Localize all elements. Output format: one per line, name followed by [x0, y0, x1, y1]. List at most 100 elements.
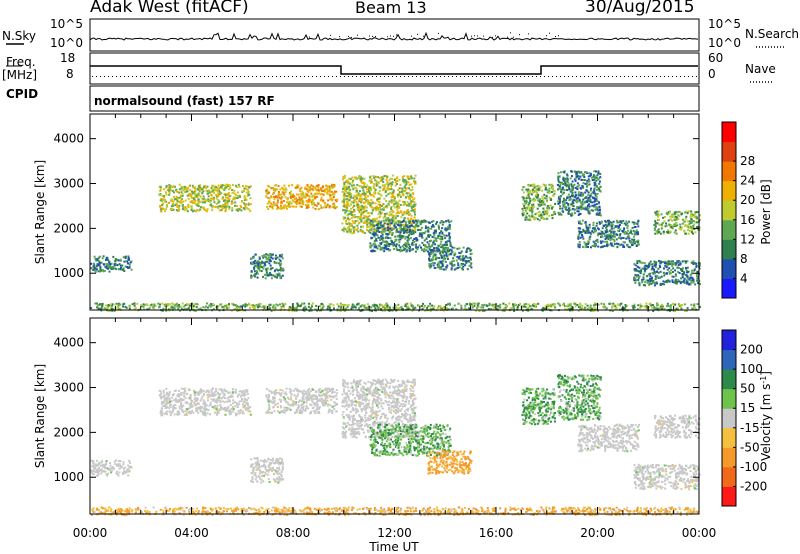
- power-cell: [607, 233, 610, 236]
- power-cell: [356, 203, 359, 206]
- nave-dot: [152, 76, 153, 77]
- power-cell: [399, 220, 402, 223]
- power-cell: [585, 225, 588, 228]
- power-cell: [283, 193, 286, 196]
- power-cell: [328, 188, 331, 191]
- power-cell: [562, 171, 565, 173]
- power-cell: [317, 184, 320, 187]
- power-cell: [674, 231, 677, 234]
- power-cell: [267, 259, 270, 262]
- power-cell: [404, 180, 407, 183]
- power-cell: [280, 269, 283, 272]
- power-cell: [385, 247, 388, 250]
- nave-dot: [532, 76, 533, 77]
- power-cell: [594, 307, 597, 310]
- power-cell: [287, 203, 290, 206]
- power-cell: [622, 237, 625, 239]
- power-cell: [678, 215, 681, 218]
- power-cell: [586, 184, 589, 187]
- power-cell: [639, 303, 642, 306]
- power-cell: [388, 232, 391, 235]
- power-cell: [521, 188, 524, 191]
- nave-dot: [476, 76, 477, 77]
- power-cell: [343, 226, 346, 229]
- power-cell: [668, 267, 671, 270]
- power-cell: [667, 260, 670, 263]
- power-cell: [417, 225, 420, 227]
- power-cell: [674, 275, 677, 278]
- power-cell: [414, 231, 417, 234]
- nsearch-dot: [351, 36, 352, 38]
- power-cell: [416, 248, 419, 251]
- power-cell: [692, 278, 695, 281]
- power-cell: [391, 183, 394, 186]
- power-cell: [597, 303, 600, 306]
- power-cell: [313, 201, 316, 204]
- power-cell: [580, 208, 583, 211]
- station-title: Adak West (fitACF): [90, 0, 249, 17]
- power-cell: [393, 197, 396, 200]
- power-cell: [646, 266, 649, 269]
- power-cell: [584, 201, 587, 204]
- power-cell: [559, 212, 561, 215]
- power-cell: [598, 211, 601, 214]
- power-cell: [406, 227, 409, 230]
- power-cell: [430, 252, 433, 255]
- power-cell: [424, 249, 427, 252]
- power-cell: [212, 308, 215, 311]
- power-cell: [374, 179, 377, 182]
- power-cell: [93, 267, 96, 269]
- power-cell: [460, 263, 463, 266]
- power-cell: [364, 196, 367, 199]
- power-cell: [214, 205, 217, 208]
- power-cell: [653, 264, 656, 267]
- power-cell: [445, 234, 448, 237]
- power-cell: [692, 213, 695, 216]
- power-cell: [409, 202, 412, 205]
- power-cell: [249, 306, 251, 309]
- power-cell: [529, 192, 532, 195]
- power-cell: [430, 262, 433, 265]
- power-cell: [678, 272, 681, 274]
- power-cell: [635, 245, 638, 247]
- power-cell: [689, 279, 692, 282]
- power-cell: [390, 206, 393, 209]
- nave-dot: [524, 76, 525, 77]
- power-cell: [381, 248, 384, 251]
- power-cell: [282, 205, 285, 208]
- power-cell: [527, 197, 530, 200]
- power-cell: [571, 175, 573, 178]
- power-cell: [563, 170, 566, 173]
- power-cell: [228, 198, 231, 201]
- power-cell: [655, 281, 658, 284]
- power-cell: [231, 191, 234, 194]
- power-cell: [124, 257, 127, 259]
- nave-dot: [248, 76, 249, 77]
- power-cell: [346, 214, 349, 217]
- power-cell: [566, 197, 569, 200]
- power-cell: [358, 193, 361, 196]
- power-cell: [557, 172, 560, 175]
- power-cell: [115, 302, 118, 305]
- power-cell: [690, 221, 693, 224]
- power-cell: [690, 218, 693, 221]
- nave-dot: [644, 76, 645, 77]
- power-cell: [96, 258, 99, 260]
- power-cell: [453, 304, 456, 307]
- power-cell: [566, 195, 569, 198]
- power-cell: [681, 276, 684, 279]
- power-cell: [424, 227, 427, 229]
- power-cell: [283, 184, 286, 187]
- power-cell: [619, 304, 621, 307]
- power-cell: [694, 221, 697, 224]
- power-cell: [260, 262, 263, 265]
- power-cell: [446, 246, 449, 249]
- power-cell: [391, 201, 394, 203]
- power-cell: [117, 259, 120, 262]
- power-cell: [392, 174, 395, 177]
- power-cell: [529, 190, 531, 192]
- nsearch-dot: [546, 35, 547, 37]
- power-cell: [412, 198, 415, 201]
- power-cell: [119, 258, 122, 261]
- power-cell: [587, 194, 590, 197]
